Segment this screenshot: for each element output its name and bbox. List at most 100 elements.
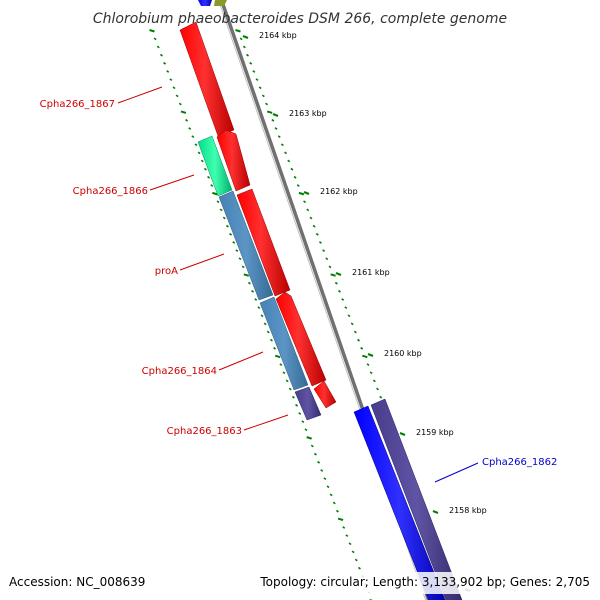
outer-tick-dot [265,102,269,106]
kbp-tick-label: 2158 kbp [449,506,487,515]
inner-tick-dot [200,159,204,163]
gene-label-cpha266-1864: Cpha266_1864 [142,351,264,377]
gene-top-blue [198,0,212,6]
gene-cpha266-1862-slate [370,398,463,600]
outer-tick-dot [306,208,310,212]
outer-tick-dot [235,29,241,33]
outer-tick-dot [293,175,297,179]
gene-label-text: Cpha266_1862 [482,457,557,468]
outer-tick-dot [347,314,351,318]
inner-tick-dot [175,94,179,98]
inner-tick-dot [337,517,344,522]
inner-tick-dot [212,191,218,196]
inner-tick-dot [273,346,277,350]
outer-tick-dot [252,70,256,73]
inner-tick-dot [263,322,267,326]
outer-tick-dot [338,289,341,293]
outer-tick-dot [372,379,376,383]
gene-label-proa: proA [155,253,225,277]
gene-cpha266-1863-red [313,380,337,409]
outer-tick-dot [255,78,259,81]
inner-tick-dot [298,412,302,415]
inner-tick-dot [149,29,155,33]
outer-tick-dot [309,216,313,220]
inner-tick-dot [301,420,305,423]
inner-tick-dot [295,403,299,407]
gene-top-olive [214,0,227,6]
inner-tick-dot [254,298,258,301]
outer-tick-dot [298,191,305,196]
kbp-tick-mark [432,509,439,515]
kbp-tick-mark [272,112,279,118]
inner-tick-dot [329,493,333,497]
inner-tick-dot [159,53,163,57]
inner-tick-dot [320,469,324,472]
outer-tick-dot [328,265,332,269]
inner-tick-dot [166,70,170,73]
inner-tick-dot [156,45,160,49]
kbp-tick-mark [242,34,249,40]
outer-tick-dot [258,86,262,90]
outer-tick-dot [357,338,360,342]
outer-tick-dot [287,159,291,163]
gene-label-cpha266-1867: Cpha266_1867 [40,86,163,110]
inner-tick-dot [203,167,207,171]
map-title: Chlorobium phaeobacteroides DSM 266, com… [93,11,507,27]
kbp-tick-label: 2164 kbp [259,31,297,40]
gene-label-cpha266-1866: Cpha266_1866 [73,174,195,197]
gene-cpha266-1866-green [197,135,233,197]
outer-tick-dot [277,135,281,138]
kbp-tick-label: 2160 kbp [384,349,422,358]
inner-tick-dot [229,232,233,236]
inner-tick-dot [172,86,176,90]
gene-label-text: Cpha266_1864 [142,366,217,377]
inner-tick-dot [225,224,229,228]
inner-tick-dot [222,216,226,220]
inner-tick-dot [243,273,250,277]
inner-tick-dot [351,550,355,554]
inner-tick-dot [241,265,245,269]
outer-tick-dot [246,53,249,57]
gene-cpha266-1863-slate [294,386,322,421]
outer-tick-dot [290,167,294,171]
kbp-tick-label: 2163 kbp [289,109,327,118]
inner-tick-dot [306,436,312,440]
gene-cpha266-1864-steelblue [259,296,309,391]
inner-tick-dot [288,387,292,391]
inner-tick-dot [291,395,295,399]
inner-tick-dot [232,241,236,244]
inner-tick-dot [326,485,330,489]
accession-text: Accession: NC_008639 [9,575,145,589]
footer-background [0,572,600,594]
inner-tick-dot [354,558,358,562]
kbp-tick-label: 2159 kbp [416,428,454,437]
outer-tick-dot [274,127,278,130]
outer-tick-dot [242,45,246,49]
inner-tick-dot [310,444,314,448]
outer-tick-dot [330,273,336,277]
outer-tick-dot [325,257,329,261]
outer-tick-dot [239,37,243,41]
outer-tick-dot [334,281,338,285]
inner-tick-dot [279,363,283,366]
outer-tick-dot [271,118,275,122]
outer-tick-dot [350,322,354,326]
inner-tick-dot [251,289,255,293]
kbp-tick-mark [335,271,342,277]
inner-tick-dot [269,338,273,342]
inner-tick-dot [357,566,361,570]
kbp-tick-mark [303,190,310,196]
inner-tick-dot [207,175,211,179]
outer-tick-dot [322,249,326,252]
gene-proa-steelblue [218,190,274,301]
gene-label-cpha266-1862: Cpha266_1862 [434,457,557,483]
inner-tick-dot [169,78,173,81]
inner-tick-dot [332,501,336,505]
inner-tick-dot [257,306,261,309]
inner-tick-dot [180,110,187,114]
outer-tick-dot [360,346,364,350]
outer-tick-dot [261,94,265,98]
inner-tick-dot [185,118,189,122]
inner-tick-dot [274,354,281,359]
